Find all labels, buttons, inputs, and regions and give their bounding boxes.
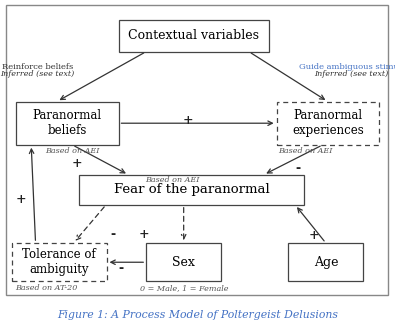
Text: +: + xyxy=(182,114,193,127)
FancyBboxPatch shape xyxy=(6,5,388,295)
Text: Inferred (see text): Inferred (see text) xyxy=(314,70,389,78)
Text: Sex: Sex xyxy=(172,256,195,269)
Text: +: + xyxy=(16,193,26,206)
Text: +: + xyxy=(72,157,82,170)
Text: +: + xyxy=(139,228,149,241)
Text: +: + xyxy=(309,229,319,242)
Text: Figure 1: A Process Model of Poltergeist Delusions: Figure 1: A Process Model of Poltergeist… xyxy=(57,310,338,320)
Text: 0 = Male, 1 = Female: 0 = Male, 1 = Female xyxy=(140,284,229,292)
Text: Based on AEI: Based on AEI xyxy=(278,147,333,155)
FancyBboxPatch shape xyxy=(146,243,221,281)
FancyBboxPatch shape xyxy=(276,102,379,145)
Text: Reinforce beliefs: Reinforce beliefs xyxy=(2,63,73,71)
Text: Based on AT-20: Based on AT-20 xyxy=(15,284,77,292)
Text: Paranormal
beliefs: Paranormal beliefs xyxy=(33,109,102,137)
FancyBboxPatch shape xyxy=(79,175,304,205)
Text: Guide ambiguous stimuli: Guide ambiguous stimuli xyxy=(299,63,395,71)
Text: -: - xyxy=(110,228,115,241)
Text: Age: Age xyxy=(314,256,338,269)
Text: -: - xyxy=(296,162,301,175)
Text: Inferred (see text): Inferred (see text) xyxy=(0,70,75,78)
Text: Fear of the paranormal: Fear of the paranormal xyxy=(114,183,269,196)
FancyBboxPatch shape xyxy=(288,243,363,281)
Text: Based on AEI: Based on AEI xyxy=(145,176,199,184)
FancyBboxPatch shape xyxy=(16,102,118,145)
Text: Paranormal
experiences: Paranormal experiences xyxy=(292,109,364,137)
Text: Based on AEI: Based on AEI xyxy=(45,147,100,155)
Text: Tolerance of
ambiguity: Tolerance of ambiguity xyxy=(23,248,96,276)
FancyBboxPatch shape xyxy=(118,20,269,52)
FancyBboxPatch shape xyxy=(12,243,107,281)
Text: Contextual variables: Contextual variables xyxy=(128,29,259,42)
Text: -: - xyxy=(118,262,123,275)
